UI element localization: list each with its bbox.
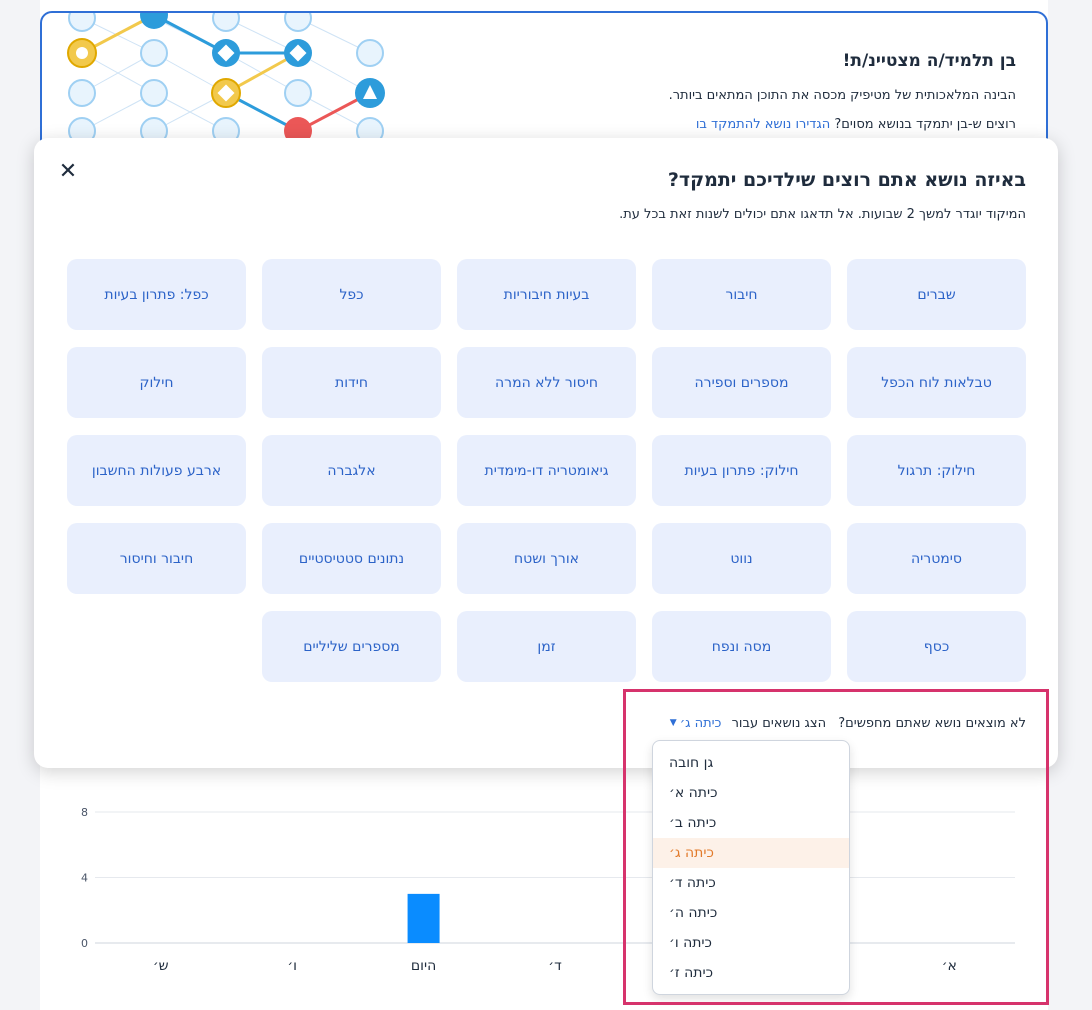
neural-network-illustration (67, 13, 385, 145)
topic-tile[interactable]: חילוק: פתרון בעיות (652, 435, 831, 506)
topic-tile[interactable]: טבלאות לוח הכפל (847, 347, 1026, 418)
topic-tile[interactable]: אלגברה (262, 435, 441, 506)
topic-tile[interactable]: חיסור ללא המרה (457, 347, 636, 418)
topic-tile[interactable]: בעיות חיבוריות (457, 259, 636, 330)
x-tick-label: ד׳ (548, 958, 562, 974)
modal-title: באיזה נושא אתם רוצים שילדיכם יתמקד? (667, 169, 1026, 191)
grade-option[interactable]: כיתה ז׳ (669, 965, 713, 981)
topic-tile[interactable]: חיבור וחיסור (67, 523, 246, 594)
y-tick-label: 8 (81, 806, 88, 819)
x-tick-label: ש׳ (153, 958, 169, 974)
grade-dropdown-list: גן חובה כיתה א׳ כיתה ב׳ כיתה ג׳ כיתה ד׳ כיתה … (652, 740, 850, 995)
activity-chart-svg: 0 4 8 א׳ ד׳ היום ו׳ ש׳ (81, 806, 1015, 974)
banner-title: בן תלמיד/ה מצטיינ/ת! (842, 51, 1016, 71)
grade-option[interactable]: כיתה א׳ (669, 785, 718, 801)
grade-select-value: כיתה ג׳ (679, 716, 722, 731)
grade-option[interactable]: כיתה ו׳ (669, 935, 712, 951)
focus-banner: בן תלמיד/ה מצטיינ/ת! הבינה המלאכותית של … (40, 11, 1048, 155)
x-tick-label: א׳ (942, 958, 957, 974)
banner-description: הבינה המלאכותית של מטיפיק מכסה את התוכן … (668, 88, 1016, 103)
topic-tile[interactable]: חיבור (652, 259, 831, 330)
topic-focus-modal: ✕ באיזה נושא אתם רוצים שילדיכם יתמקד? המ… (34, 138, 1058, 768)
grade-option[interactable]: כיתה ב׳ (669, 815, 717, 831)
grade-filter-row: לא מוצאים נושא שאתם מחפשים? הצג נושאים ע… (670, 716, 1026, 731)
topic-tile[interactable]: ארבע פעולות החשבון (67, 435, 246, 506)
topic-tile[interactable]: חילוק: תרגול (847, 435, 1026, 506)
topic-tile[interactable]: כפל: פתרון בעיות (67, 259, 246, 330)
activity-chart: 0 4 8 א׳ ד׳ היום ו׳ ש׳ (40, 780, 1048, 1010)
topic-tile[interactable]: מספרים שליליים (262, 611, 441, 682)
x-tick-label: היום (411, 958, 436, 974)
grade-option[interactable]: כיתה ג׳ (653, 838, 849, 868)
show-topics-for-label: הצג נושאים עבור (731, 716, 827, 731)
close-icon[interactable]: ✕ (58, 159, 78, 184)
topic-tile[interactable]: חילוק (67, 347, 246, 418)
y-tick-label: 0 (81, 937, 88, 950)
grade-option[interactable]: כיתה ד׳ (669, 875, 716, 891)
topic-tile[interactable]: נתונים סטטיסטיים (262, 523, 441, 594)
topic-tile[interactable]: חידות (262, 347, 441, 418)
grade-option[interactable]: כיתה ה׳ (669, 905, 718, 921)
y-tick-label: 4 (81, 872, 88, 885)
modal-subtitle: המיקוד יוגדר למשך 2 שבועות. אל תדאגו אתם… (619, 207, 1026, 222)
topic-grid: שברים חיבור בעיות חיבוריות כפל כפל: פתרון בע… (67, 259, 1026, 682)
chevron-down-icon: ▼ (669, 718, 677, 728)
topic-tile[interactable]: כסף (847, 611, 1026, 682)
banner-question: רוצים ש-בן יתמקד בנושא מסוים? (834, 117, 1016, 132)
topic-tile[interactable]: אורך ושטח (457, 523, 636, 594)
grade-select[interactable]: כיתה ג׳▼ (670, 716, 722, 731)
not-found-text: לא מוצאים נושא שאתם מחפשים? (838, 716, 1026, 731)
topic-tile[interactable]: כפל (262, 259, 441, 330)
topic-tile[interactable]: זמן (457, 611, 636, 682)
banner-question-row: רוצים ש-בן יתמקד בנושא מסוים? הגדירו נוש… (696, 117, 1016, 132)
topic-tile[interactable]: שברים (847, 259, 1026, 330)
topic-tile[interactable]: סימטריה (847, 523, 1026, 594)
topic-tile[interactable]: גיאומטריה דו-מימדית (457, 435, 636, 506)
set-focus-link[interactable]: הגדירו נושא להתמקד בו (695, 117, 831, 132)
topic-tile[interactable]: מסה ונפח (652, 611, 831, 682)
chart-bar (407, 893, 440, 943)
x-tick-label: ו׳ (287, 958, 297, 974)
topic-tile[interactable]: מספרים וספירה (652, 347, 831, 418)
grade-option[interactable]: גן חובה (669, 755, 714, 771)
topic-tile[interactable]: נווט (652, 523, 831, 594)
